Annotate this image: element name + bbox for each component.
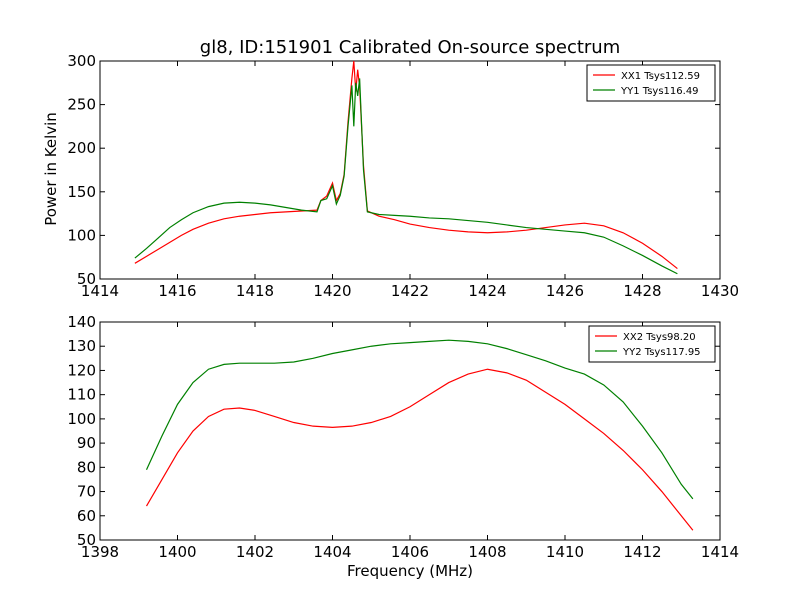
series-line-yy1	[134, 78, 678, 275]
y-tick-label: 80	[77, 458, 96, 476]
x-tick-label: 1408	[468, 543, 506, 561]
x-tick-label: 1420	[313, 282, 351, 300]
y-tick-label: 50	[77, 270, 96, 288]
y-tick-label: 200	[67, 139, 96, 157]
x-tick-label: 1416	[158, 282, 196, 300]
x-tick-label: 1412	[623, 543, 661, 561]
y-tick-label: 60	[77, 507, 96, 525]
legend-box	[588, 325, 716, 363]
series-line-xx2	[145, 368, 694, 531]
x-tick-label: 1398	[81, 543, 119, 561]
x-tick-label: 1414	[701, 543, 739, 561]
x-tick-label: 1410	[546, 543, 584, 561]
legend-label: YY2 Tsys117.95	[622, 347, 701, 358]
x-tick-label: 1406	[391, 543, 429, 561]
legend-label: YY1 Tsys116.49	[620, 86, 699, 97]
legend-box	[586, 64, 716, 102]
legend: XX2 Tsys98.20 YY2 Tsys117.95	[588, 325, 716, 363]
y-tick-label: 150	[67, 183, 96, 201]
plot-panel-2: 1398 1400 1402 1404 1406 1408 1410 1412 1414 50 60…	[67, 313, 739, 561]
y-tick-label: 250	[67, 96, 96, 114]
series-line-yy2	[145, 339, 694, 500]
x-tick-label: 1404	[313, 543, 351, 561]
legend: XX1 Tsys112.59 YY1 Tsys116.49	[586, 64, 716, 102]
y-tick-label: 100	[67, 410, 96, 428]
x-tick-label: 1400	[158, 543, 196, 561]
x-tick-label: 1402	[236, 543, 274, 561]
x-tick-label: 1414	[81, 282, 119, 300]
x-tick-label: 1428	[623, 282, 661, 300]
plot-panel-1: 1414 1416 1418 1420 1422 1424 1426 1428 1430 50 10…	[67, 52, 739, 300]
y-axis-label: Power in Kelvin	[42, 112, 60, 226]
x-tick-label: 1424	[468, 282, 506, 300]
y-tick-label: 140	[67, 313, 96, 331]
y-tick-label: 90	[77, 434, 96, 452]
x-axis-label: Frequency (MHz)	[347, 562, 473, 580]
y-tick-label: 120	[67, 361, 96, 379]
x-tick-label: 1422	[391, 282, 429, 300]
x-tick-label: 1426	[546, 282, 584, 300]
y-tick-label: 300	[67, 52, 96, 70]
y-tick-label: 70	[77, 483, 96, 501]
y-tick-label: 130	[67, 337, 96, 355]
y-tick-label: 110	[67, 386, 96, 404]
legend-label: XX2 Tsys98.20	[623, 332, 696, 343]
x-tick-label: 1418	[236, 282, 274, 300]
legend-label: XX1 Tsys112.59	[621, 71, 700, 82]
chart-title: gl8, ID:151901 Calibrated On-source spec…	[200, 37, 620, 58]
y-tick-label: 100	[67, 226, 96, 244]
x-tick-label: 1430	[701, 282, 739, 300]
y-tick-label: 50	[77, 531, 96, 549]
